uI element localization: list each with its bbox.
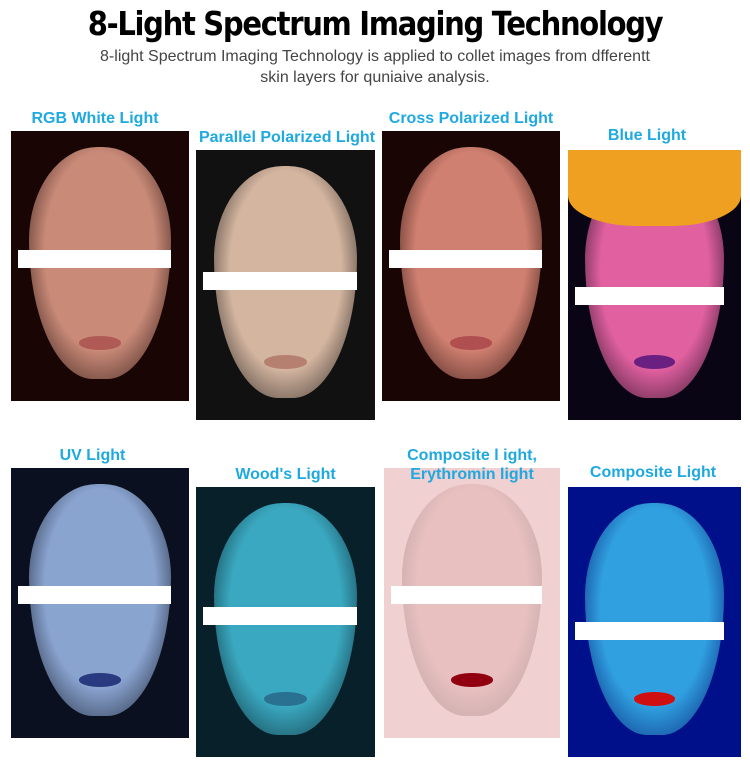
- privacy-bar: [389, 250, 543, 268]
- mouth: [449, 336, 493, 350]
- subtitle: 8-light Spectrum Imaging Technology is a…: [0, 46, 750, 88]
- privacy-bar: [203, 272, 358, 290]
- label-parallel-polarized-light: Parallel Polarized Light: [198, 129, 376, 146]
- label-composite-erythromin-light: Composite l ight, Erythromin light: [384, 446, 560, 484]
- label-composite-light: Composite Light: [589, 464, 717, 481]
- mouth: [264, 355, 307, 369]
- mouth: [633, 355, 676, 369]
- mouth: [264, 692, 307, 706]
- label-rgb-white-light: RGB White Light: [31, 110, 159, 127]
- face-image-uv: [11, 468, 189, 738]
- mouth: [78, 336, 122, 350]
- hair: [568, 150, 741, 226]
- label-uv-light: UV Light: [59, 447, 126, 464]
- mouth: [78, 673, 122, 687]
- label-blue-light: Blue Light: [607, 127, 687, 144]
- privacy-bar: [18, 586, 172, 604]
- page-title: 8-Light Spectrum Imaging Technology: [87, 4, 664, 43]
- privacy-bar: [574, 287, 724, 305]
- face-image-parallel-polarized: [196, 150, 375, 420]
- privacy-bar: [18, 250, 172, 268]
- face-image-blue: [568, 150, 741, 420]
- label-woods-light: Wood's Light: [235, 466, 336, 483]
- privacy-bar: [391, 586, 543, 604]
- face-image-woods: [196, 487, 375, 757]
- subtitle-line: skin layers for quniaive analysis.: [260, 69, 490, 86]
- privacy-bar: [203, 607, 358, 625]
- mouth: [633, 692, 676, 706]
- label-cross-polarized-light: Cross Polarized Light: [388, 110, 554, 127]
- mouth: [450, 673, 494, 687]
- subtitle-line: 8-light Spectrum Imaging Technology is a…: [100, 48, 650, 65]
- face-image-composite: [568, 487, 741, 757]
- face-image-rgb-white: [11, 131, 189, 401]
- face-image-cross-polarized: [382, 131, 560, 401]
- privacy-bar: [574, 622, 724, 640]
- label-line: Composite l ight,: [407, 447, 537, 464]
- face-image-erythromin: [384, 468, 560, 738]
- label-line: Erythromin light: [410, 466, 534, 483]
